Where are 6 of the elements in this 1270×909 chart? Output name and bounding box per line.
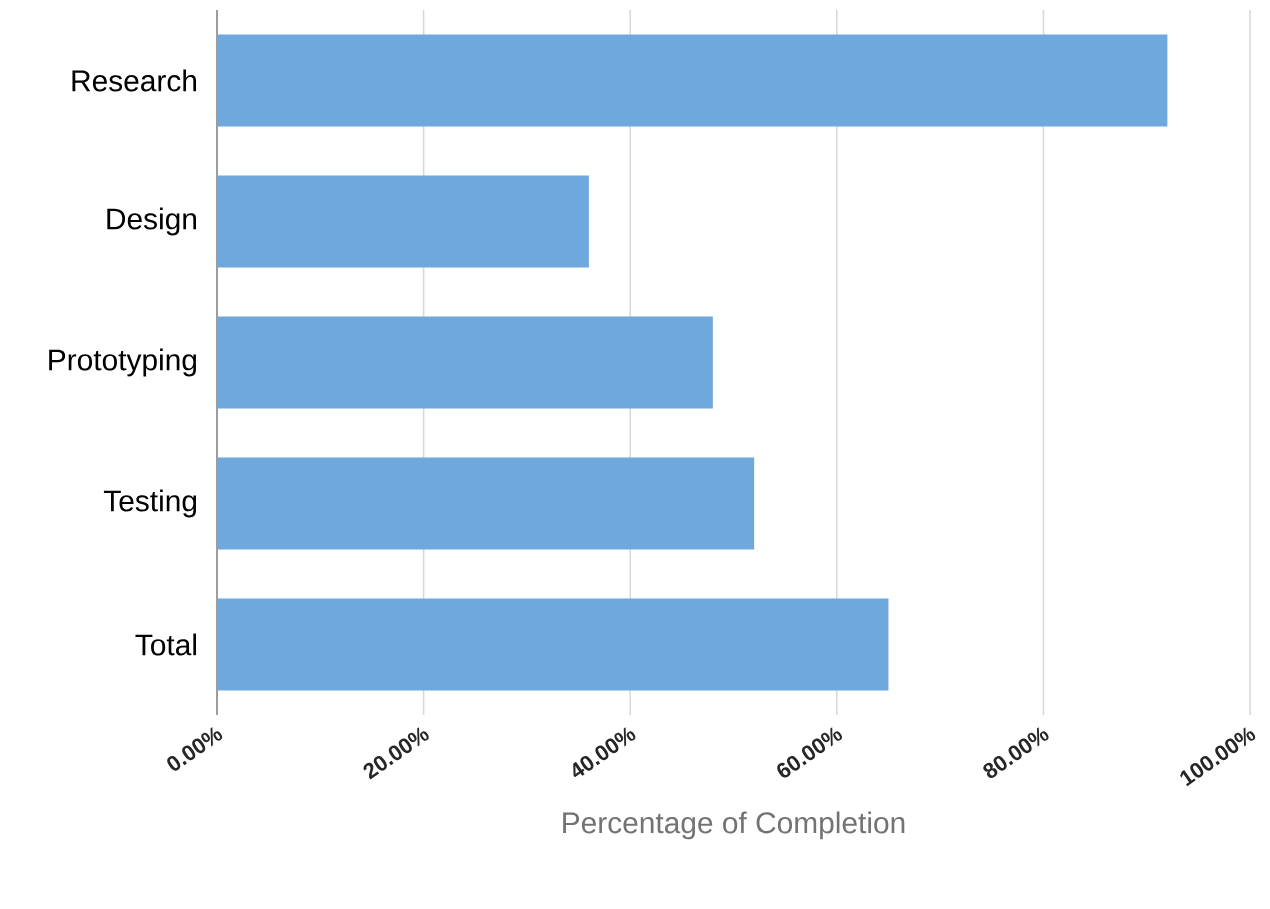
x-axis-title: Percentage of Completion (563, 811, 905, 840)
y-tick-label: Design (107, 207, 197, 236)
y-tick-label: Total (135, 633, 196, 656)
y-tick-label: Testing (103, 489, 197, 518)
y-tick-label: Prototyping (49, 348, 197, 377)
y-tick-label: Research (72, 69, 197, 92)
